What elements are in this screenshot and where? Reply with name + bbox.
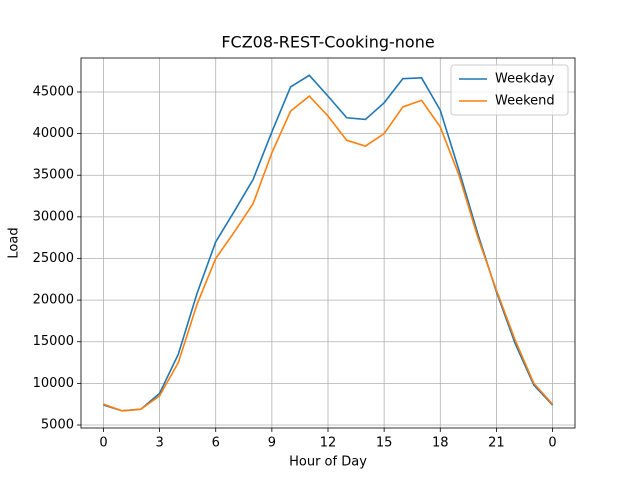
x-tick-label: 6 xyxy=(212,436,220,451)
x-tick-label: 18 xyxy=(432,436,449,451)
y-tick-label: 40000 xyxy=(33,126,74,141)
x-tick-label: 21 xyxy=(488,436,505,451)
x-tick-label: 0 xyxy=(99,436,107,451)
legend-box xyxy=(450,64,569,116)
y-tick-label: 35000 xyxy=(33,168,74,183)
x-tick-label: 3 xyxy=(155,436,163,451)
y-tick-label: 30000 xyxy=(33,209,74,224)
line-series xyxy=(103,95,554,412)
plot-frame xyxy=(80,57,576,429)
x-tick-label: 12 xyxy=(320,436,337,451)
y-tick-label: 45000 xyxy=(33,84,74,99)
legend-label: Weekend xyxy=(495,94,555,109)
x-tick-label: 15 xyxy=(376,436,393,451)
y-tick-label: 20000 xyxy=(33,293,74,308)
y-tick-label: 5000 xyxy=(41,418,74,433)
x-tick-label: 9 xyxy=(268,436,276,451)
y-axis-label: Load xyxy=(7,227,22,258)
legend-label: Weekday xyxy=(495,72,555,87)
x-tick-label: 0 xyxy=(548,436,556,451)
y-tick-label: 10000 xyxy=(33,376,74,391)
y-tick-label: 25000 xyxy=(33,251,74,266)
y-tick-label: 15000 xyxy=(33,334,74,349)
x-axis-label: Hour of Day xyxy=(289,455,367,470)
chart-title: FCZ08-REST-Cooking-none xyxy=(221,33,434,52)
line-series xyxy=(103,74,554,412)
